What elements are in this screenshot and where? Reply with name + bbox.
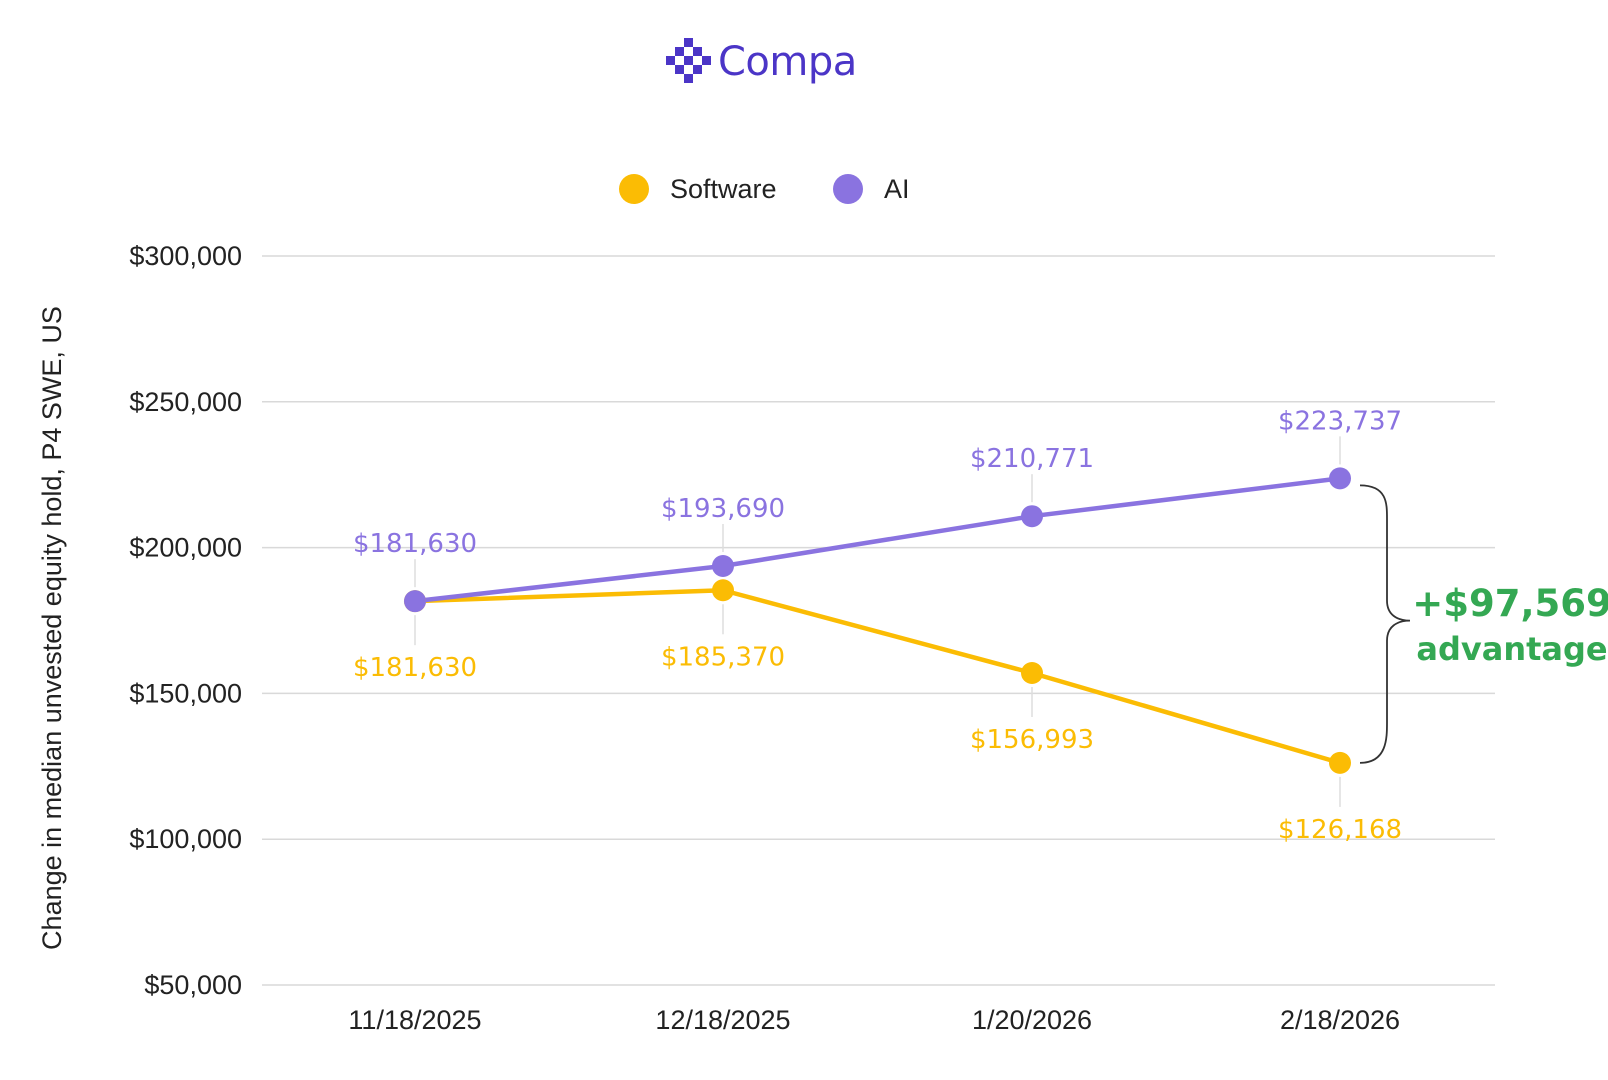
x-tick-label: 1/20/2026 <box>972 1005 1092 1035</box>
series-line-software <box>414 588 1341 766</box>
compa-logo: Compa <box>664 36 857 88</box>
y-tick-label: $50,000 <box>144 970 242 1000</box>
compa-logo-icon <box>666 38 711 83</box>
data-label-ai: $193,690 <box>661 494 785 524</box>
data-point-software <box>712 579 734 602</box>
data-label-software: $185,370 <box>661 642 785 672</box>
data-label-software: $126,168 <box>1278 815 1402 845</box>
y-tick-label: $200,000 <box>129 533 242 563</box>
data-point-software <box>1329 751 1351 774</box>
y-tick-label: $150,000 <box>129 678 242 708</box>
y-axis-title: Change in median unvested equity hold, P… <box>37 306 67 950</box>
data-point-software <box>1021 662 1043 685</box>
advantage-label: advantage <box>1416 630 1607 668</box>
series-line-ai <box>414 476 1341 604</box>
advantage-brace <box>1359 484 1411 764</box>
y-tick-label: $300,000 <box>129 241 242 271</box>
advantage-value: +$97,569 <box>1412 582 1608 625</box>
data-label-software: $156,993 <box>970 725 1094 755</box>
legend-label-ai: AI <box>884 174 910 204</box>
data-label-ai: $181,630 <box>353 529 477 559</box>
y-tick-label: $100,000 <box>129 824 242 854</box>
x-tick-label: 2/18/2026 <box>1280 1005 1400 1035</box>
data-label-ai: $210,771 <box>970 444 1094 474</box>
brand-name: Compa <box>718 39 857 85</box>
data-point-ai <box>1329 467 1351 490</box>
data-point-ai <box>712 554 734 577</box>
y-tick-label: $250,000 <box>129 387 242 417</box>
legend: Software AI <box>619 174 910 204</box>
x-tick-label: 12/18/2025 <box>655 1005 790 1035</box>
x-tick-label: 11/18/2025 <box>348 1005 481 1035</box>
legend-swatch-ai <box>833 174 863 204</box>
data-label-ai: $223,737 <box>1278 406 1402 436</box>
data-point-ai <box>1021 505 1043 528</box>
data-label-software: $181,630 <box>353 653 477 683</box>
legend-swatch-software <box>619 174 649 204</box>
legend-label-software: Software <box>670 174 777 204</box>
data-point-ai <box>404 590 426 613</box>
